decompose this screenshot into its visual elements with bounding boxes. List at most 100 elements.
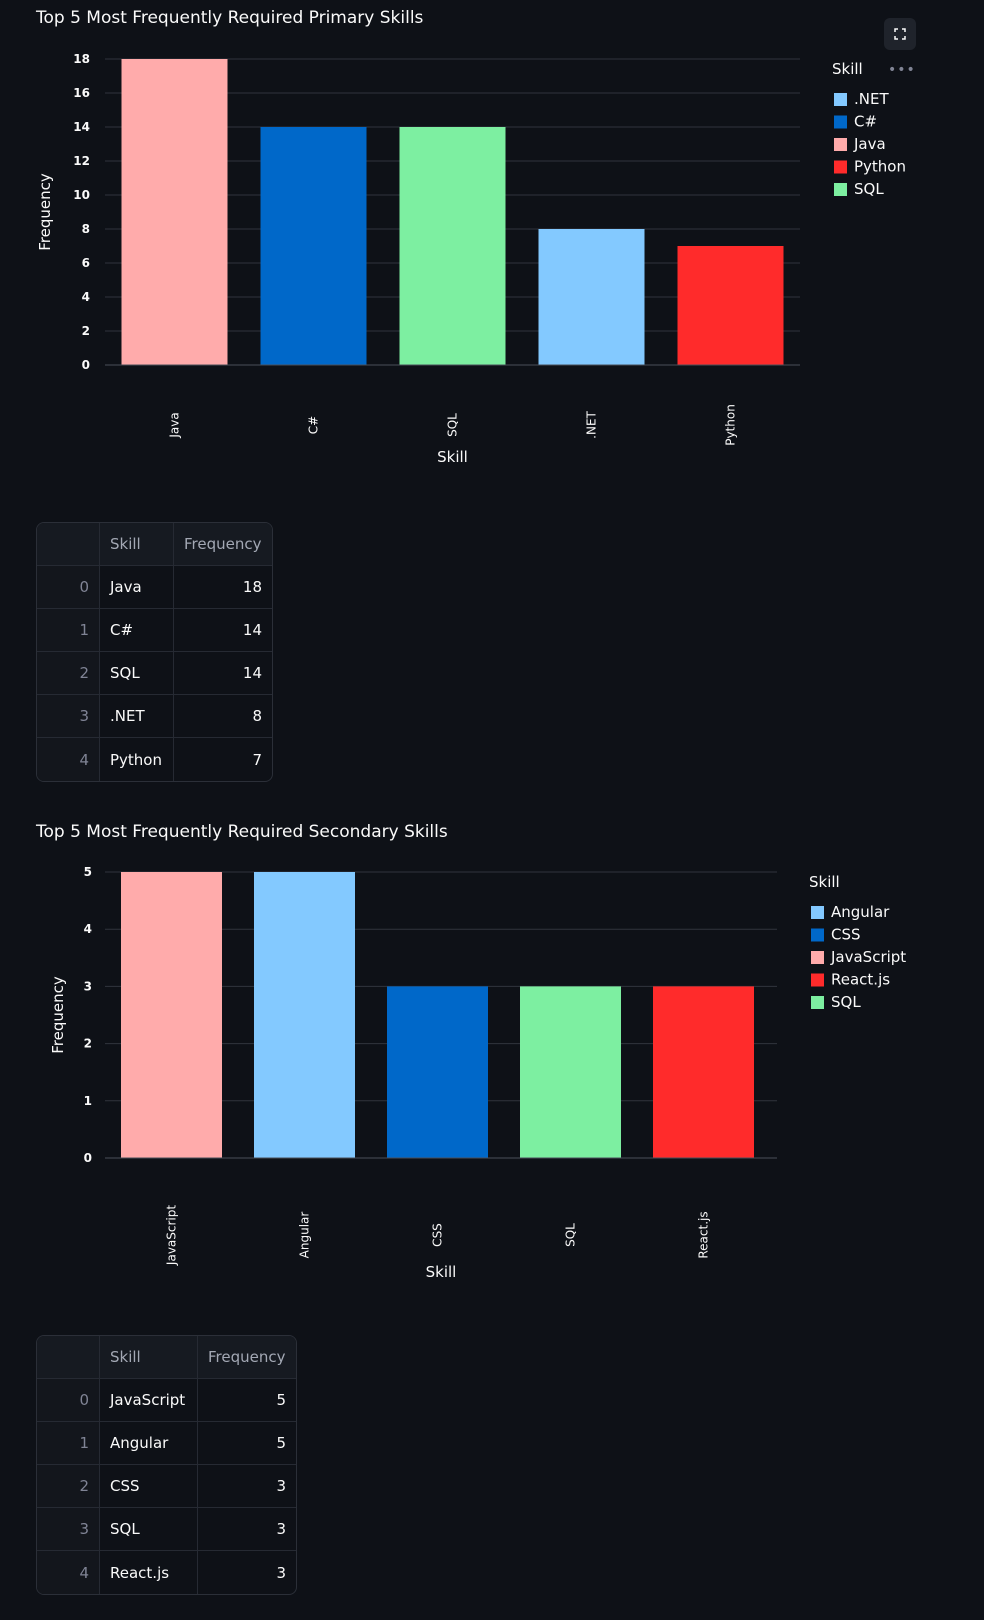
row-index-cell[interactable]: 3 xyxy=(37,695,100,738)
skill-cell[interactable]: React.js xyxy=(100,1551,198,1594)
bar-react-js[interactable] xyxy=(653,986,754,1158)
bar-net[interactable] xyxy=(538,229,645,365)
table-row[interactable]: 1 Angular 5 xyxy=(37,1422,296,1465)
row-index-cell[interactable]: 1 xyxy=(37,1422,100,1465)
table-row[interactable]: 2 SQL 14 xyxy=(37,652,272,695)
table-header-row: Skill Frequency xyxy=(37,1336,296,1379)
table2-secondary-skills[interactable]: Skill Frequency 0 JavaScript 5 1 Angular 5 2 CSS 3… xyxy=(36,1335,297,1595)
row-index-cell[interactable]: 2 xyxy=(37,652,100,695)
frequency-cell[interactable]: 3 xyxy=(276,1563,286,1582)
legend-item-label[interactable]: Java xyxy=(853,135,886,153)
skill-cell[interactable]: JavaScript xyxy=(100,1379,198,1422)
skill-cell[interactable]: SQL xyxy=(100,652,174,695)
table-row[interactable]: 0 JavaScript 5 xyxy=(37,1379,296,1422)
frequency-cell[interactable]: 3 xyxy=(198,1465,296,1508)
table-row[interactable]: 0 Java 18 xyxy=(37,566,272,609)
fullscreen-button[interactable] xyxy=(884,18,916,50)
legend-item-label[interactable]: Python xyxy=(854,158,906,176)
legend-swatch xyxy=(811,906,824,919)
legend-swatch xyxy=(834,160,847,174)
x-tick-label: SQL xyxy=(446,413,460,437)
bar-css[interactable] xyxy=(387,986,488,1158)
frequency-cell[interactable]: 14 xyxy=(174,652,272,695)
legend-item-label[interactable]: JavaScript xyxy=(830,948,906,966)
frequency-cell[interactable]: 7 xyxy=(252,750,262,769)
table1-primary-skills[interactable]: Skill Frequency 0 Java 18 1 C# 14 2 SQL 14 3 .NET 8 4 P… xyxy=(36,522,273,782)
skill-cell[interactable]: Java xyxy=(100,566,174,609)
x-tick-label: Java xyxy=(168,412,182,438)
table-row[interactable]: 4 Python 7 xyxy=(37,738,272,781)
y-tick-label: 14 xyxy=(73,120,90,134)
y-tick-label: 4 xyxy=(84,922,92,936)
legend-item-label[interactable]: .NET xyxy=(854,90,889,108)
row-index-cell[interactable]: 0 xyxy=(37,1379,100,1422)
y-tick-label: 0 xyxy=(84,1151,92,1165)
frequency-cell[interactable]: 3 xyxy=(198,1508,296,1551)
table-column-header[interactable]: Frequency xyxy=(174,523,272,566)
bar-sql[interactable] xyxy=(399,127,506,365)
chart-menu-button[interactable]: ••• xyxy=(888,62,916,78)
legend-swatch xyxy=(834,93,847,106)
table-row[interactable]: 1 C# 14 xyxy=(37,609,272,652)
table-column-header[interactable]: Skill xyxy=(100,1336,198,1379)
row-index-cell[interactable]: 4 xyxy=(37,1551,100,1594)
frequency-cell[interactable]: 5 xyxy=(198,1422,296,1465)
x-tick-label: JavaScript xyxy=(165,1205,179,1266)
row-index-cell[interactable]: 1 xyxy=(37,609,100,652)
skill-cell[interactable]: C# xyxy=(100,609,174,652)
legend-item-label[interactable]: CSS xyxy=(831,926,861,944)
skill-cell[interactable]: Angular xyxy=(100,1422,198,1465)
legend-item-label[interactable]: React.js xyxy=(831,971,890,989)
skill-cell[interactable]: SQL xyxy=(100,1508,198,1551)
bar-c[interactable] xyxy=(260,127,367,365)
skill-cell[interactable]: CSS xyxy=(100,1465,198,1508)
table-column-header[interactable]: Frequency xyxy=(198,1336,296,1379)
x-tick-label: .NET xyxy=(585,410,599,438)
bar-python[interactable] xyxy=(677,246,784,365)
frequency-cell[interactable]: 18 xyxy=(174,566,272,609)
y-tick-label: 0 xyxy=(82,358,90,372)
row-index-cell[interactable]: 3 xyxy=(37,1508,100,1551)
table-index-header[interactable] xyxy=(37,1336,100,1379)
frequency-cell[interactable]: 5 xyxy=(198,1379,296,1422)
legend-item-label[interactable]: SQL xyxy=(854,180,884,198)
table-index-header[interactable] xyxy=(37,523,100,566)
row-index-cell[interactable]: 2 xyxy=(37,1465,100,1508)
bar-javascript[interactable] xyxy=(121,872,222,1158)
y-tick-label: 12 xyxy=(73,154,90,168)
y-tick-label: 1 xyxy=(84,1094,92,1108)
legend-swatch xyxy=(811,973,824,987)
x-tick-label: SQL xyxy=(564,1223,578,1247)
legend-item-label[interactable]: Angular xyxy=(831,903,890,921)
table-row[interactable]: 2 CSS 3 xyxy=(37,1465,296,1508)
legend-item-label[interactable]: SQL xyxy=(831,993,861,1011)
legend-title: Skill xyxy=(809,873,840,891)
y-axis-title: Frequency xyxy=(36,173,54,251)
x-axis-title: Skill xyxy=(437,448,468,466)
fullscreen-icon xyxy=(894,28,906,40)
legend-swatch xyxy=(811,928,824,942)
skill-cell[interactable]: .NET xyxy=(100,695,174,738)
chart2-secondary-skills: 0 1 2 3 4 5 JavaScript Angular CSS SQL React.js Ski… xyxy=(49,865,906,1281)
frequency-cell[interactable]: 14 xyxy=(174,609,272,652)
table-row[interactable]: 3 SQL 3 xyxy=(37,1508,296,1551)
table-row[interactable]: 4 React.js 3 xyxy=(37,1551,296,1594)
y-tick-label: 4 xyxy=(82,290,90,304)
bar-sql[interactable] xyxy=(520,986,621,1158)
bar-java[interactable] xyxy=(121,59,228,365)
frequency-cell[interactable]: 8 xyxy=(174,695,272,738)
legend-swatch xyxy=(834,138,847,151)
y-tick-label: 2 xyxy=(82,324,90,338)
skill-cell[interactable]: Python xyxy=(100,738,174,781)
legend-item-label[interactable]: C# xyxy=(854,113,877,131)
table-header-row: Skill Frequency xyxy=(37,523,272,566)
row-index-cell[interactable]: 0 xyxy=(37,566,100,609)
table-column-header[interactable]: Skill xyxy=(100,523,174,566)
y-tick-label: 18 xyxy=(73,52,90,66)
y-tick-label: 2 xyxy=(84,1037,92,1051)
chart1-primary-skills: 0 2 4 6 8 10 12 14 16 18 Java C# SQL .NET Python Skill F… xyxy=(36,52,906,466)
row-index-cell[interactable]: 4 xyxy=(37,738,100,781)
y-tick-label: 16 xyxy=(73,86,90,100)
bar-angular[interactable] xyxy=(254,872,355,1158)
table-row[interactable]: 3 .NET 8 xyxy=(37,695,272,738)
